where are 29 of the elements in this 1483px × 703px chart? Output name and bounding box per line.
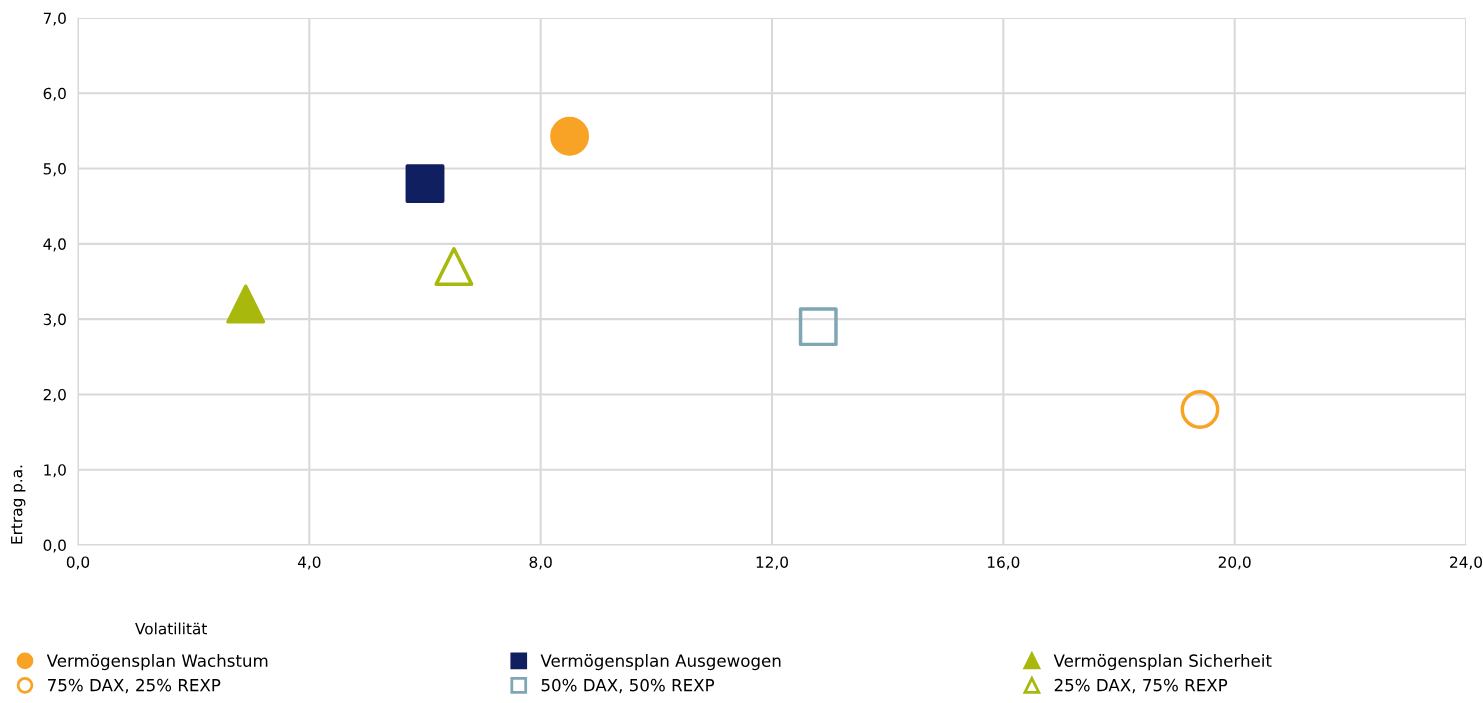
- x-axis-title: Volatilität: [135, 622, 207, 635]
- point: [1180, 390, 1220, 429]
- y-tick-label: 3,0: [43, 313, 66, 327]
- y-tick-label: 1,0: [44, 464, 66, 478]
- x-tick-label: 8,0: [529, 556, 552, 570]
- x-tick-label: 0,0: [66, 556, 90, 570]
- y-tick-label: 4,0: [43, 238, 66, 252]
- y-tick-label: 7,0: [43, 12, 66, 26]
- legend-label: Vermögensplan Ausgewogen: [540, 654, 781, 671]
- y-tick-label: 2,0: [43, 388, 66, 403]
- y-tick-label: 6,0: [43, 87, 66, 101]
- x-tick-label: 20,0: [1218, 556, 1251, 570]
- legend-label: 50% DAX, 50% REXP: [541, 678, 715, 694]
- y-axis-title: Ertrag p.a.: [11, 465, 26, 544]
- x-tick-label: 12,0: [756, 556, 788, 570]
- point: [434, 247, 474, 286]
- y-tick-label: 5,0: [43, 163, 66, 177]
- y-tick-label: 0,0: [43, 539, 66, 553]
- x-tick-label: 16,0: [988, 556, 1020, 570]
- legend-label: Vermögensplan Sicherheit: [1053, 654, 1272, 671]
- point: [798, 307, 838, 347]
- legend-label: 75% DAX, 25% REXP: [48, 678, 221, 694]
- point: [405, 164, 445, 204]
- x-tick-label: 24,0: [1450, 556, 1482, 570]
- point: [550, 116, 590, 156]
- legend-label: 25% DAX, 75% REXP: [1054, 678, 1228, 694]
- x-tick-label: 4,0: [297, 556, 321, 570]
- legend-label: Vermögensplan Wachstum: [46, 654, 268, 671]
- point: [226, 284, 266, 324]
